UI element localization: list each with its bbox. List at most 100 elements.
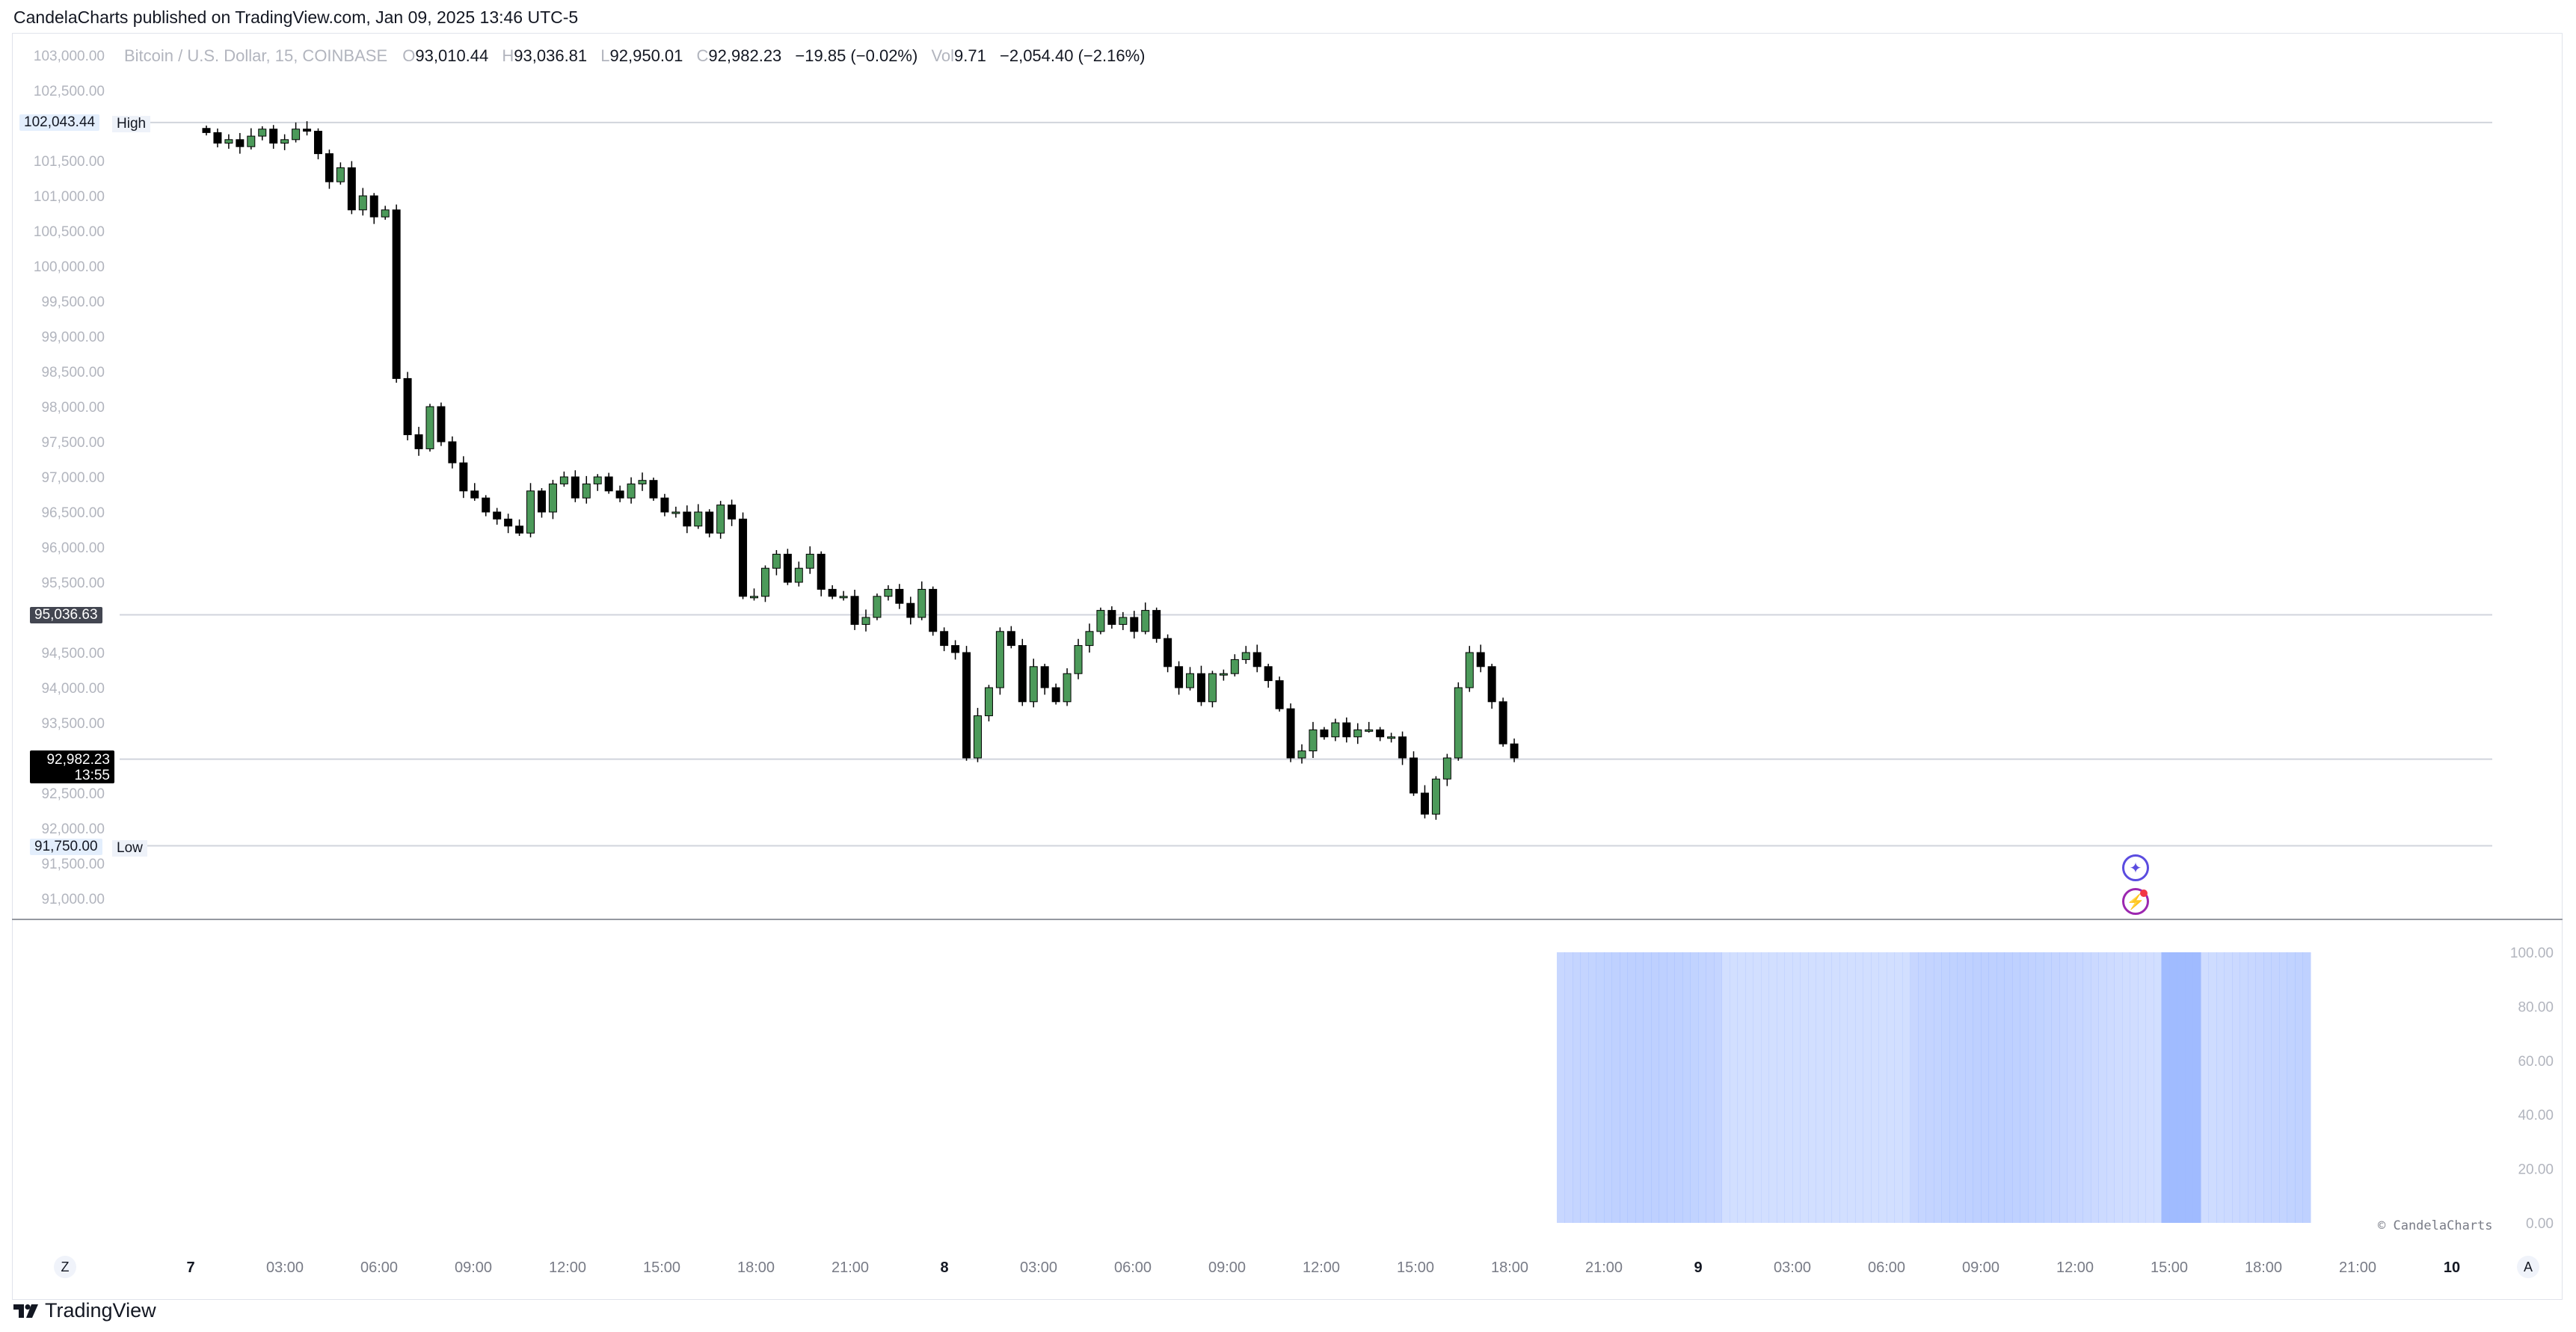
heatmap-column [1996, 952, 2005, 1223]
heatmap-column [1721, 952, 1730, 1223]
price-tick-label: 92,000.00 [41, 821, 105, 837]
candle-body [493, 511, 502, 519]
heatmap-column [2279, 952, 2287, 1223]
heatmap-column [1604, 952, 1612, 1223]
candle-body [1510, 743, 1519, 759]
candle-body [482, 497, 491, 513]
heatmap-column [1863, 952, 1872, 1223]
candle-body [1029, 666, 1038, 703]
heatmap-column [1934, 952, 1942, 1223]
time-axis-label: 12:00 [2056, 1259, 2094, 1276]
heatmap-column [1777, 952, 1785, 1223]
last-price-value: 92,982.23 [46, 752, 110, 768]
heatmap-column [2295, 952, 2303, 1223]
heatmap-column [2114, 952, 2123, 1223]
candle-body [828, 588, 837, 597]
candle-body [1208, 673, 1217, 703]
heatmap-column [2122, 952, 2130, 1223]
candle-body [1431, 778, 1440, 815]
heatmap-column [2216, 952, 2225, 1223]
candle-body [683, 511, 692, 527]
candle-body [604, 476, 613, 492]
auto-scale-button[interactable]: A [2517, 1256, 2539, 1278]
heatmap-column [1768, 952, 1777, 1223]
time-axis-label: 06:00 [360, 1259, 398, 1276]
heatmap-column [1957, 952, 1966, 1223]
candle-body [1498, 701, 1507, 744]
candle-body [1196, 673, 1205, 703]
level-price-tag: 95,036.63 [30, 607, 102, 623]
candle-body [347, 167, 356, 211]
candle-body [750, 596, 759, 599]
price-tick-label: 96,000.00 [41, 540, 105, 556]
heatmap-column [2059, 952, 2068, 1223]
candle-body [1051, 687, 1060, 703]
candle-body [716, 505, 725, 534]
indicator-tick-label: 20.00 [2518, 1162, 2554, 1178]
candle-body [392, 209, 401, 379]
candle-body [448, 441, 457, 463]
price-tick-label: 97,000.00 [41, 470, 105, 486]
open-value: 93,010.44 [415, 46, 489, 65]
indicator-tick-label: 100.00 [2510, 946, 2554, 961]
candle-body [1465, 652, 1474, 688]
lightning-icon[interactable]: ⚡ [2122, 888, 2149, 915]
heatmap-column [2161, 952, 2170, 1223]
heatmap-column [1792, 952, 1801, 1223]
candle-body [760, 567, 769, 597]
candle-body [1230, 659, 1239, 674]
heatmap-column [1580, 952, 1589, 1223]
low-price-tag: 91,750.00 [30, 839, 102, 855]
time-axis-label: 18:00 [737, 1259, 775, 1276]
candle-body [1342, 722, 1351, 738]
candle-body [1107, 610, 1116, 625]
candle-body [850, 596, 859, 625]
candle-body [537, 490, 546, 513]
candle-body [381, 209, 390, 218]
heatmap-column [1965, 952, 1973, 1223]
candle-body [582, 483, 591, 499]
heatmap-column [1730, 952, 1738, 1223]
sparkle-icon[interactable]: ✦ [2122, 854, 2149, 881]
time-axis-label: 18:00 [1491, 1259, 1528, 1276]
bar-countdown: 13:55 [74, 768, 110, 783]
high-label: H [502, 46, 514, 65]
time-axis-label: 09:00 [1962, 1259, 1999, 1276]
price-tick-label: 100,000.00 [34, 259, 105, 275]
tradingview-brand[interactable]: TradingView [13, 1299, 156, 1322]
heatmap-column [1887, 952, 1895, 1223]
time-axis-label: 15:00 [2151, 1259, 2188, 1276]
candle-body [739, 518, 748, 597]
volume-change: −2,054.40 (−2.16%) [1000, 46, 1146, 65]
candle-body [1241, 652, 1250, 660]
heatmap-column [1925, 952, 1934, 1223]
heatmap-column [2287, 952, 2296, 1223]
candle-body [615, 490, 624, 499]
price-tick-label: 94,500.00 [41, 646, 105, 662]
candle-body [571, 476, 580, 499]
candle-body [515, 525, 524, 534]
price-tick-label: 102,500.00 [34, 84, 105, 99]
price-tick-label: 99,000.00 [41, 330, 105, 345]
heatmap-column [2106, 952, 2115, 1223]
candle-body [1006, 631, 1015, 647]
candle-body [984, 687, 993, 717]
candle-body [358, 195, 367, 211]
heatmap-column [2224, 952, 2233, 1223]
price-tick-label: 96,500.00 [41, 505, 105, 521]
zoom-button[interactable]: Z [54, 1256, 76, 1278]
heatmap-column [1627, 952, 1636, 1223]
heatmap-column [2177, 952, 2186, 1223]
time-axis-label: 09:00 [455, 1259, 492, 1276]
heatmap-column [2255, 952, 2264, 1223]
price-tick-label: 100,500.00 [34, 224, 105, 240]
heatmap-column [2075, 952, 2083, 1223]
pane-separator[interactable] [12, 919, 2563, 920]
candle-body [1398, 736, 1407, 759]
candle-body [1487, 666, 1496, 703]
heatmap-column [2035, 952, 2044, 1223]
time-axis-label: 8 [940, 1259, 948, 1276]
candle-body [1442, 757, 1451, 780]
symbol-title[interactable]: Bitcoin / U.S. Dollar, 15, COINBASE [124, 46, 388, 65]
